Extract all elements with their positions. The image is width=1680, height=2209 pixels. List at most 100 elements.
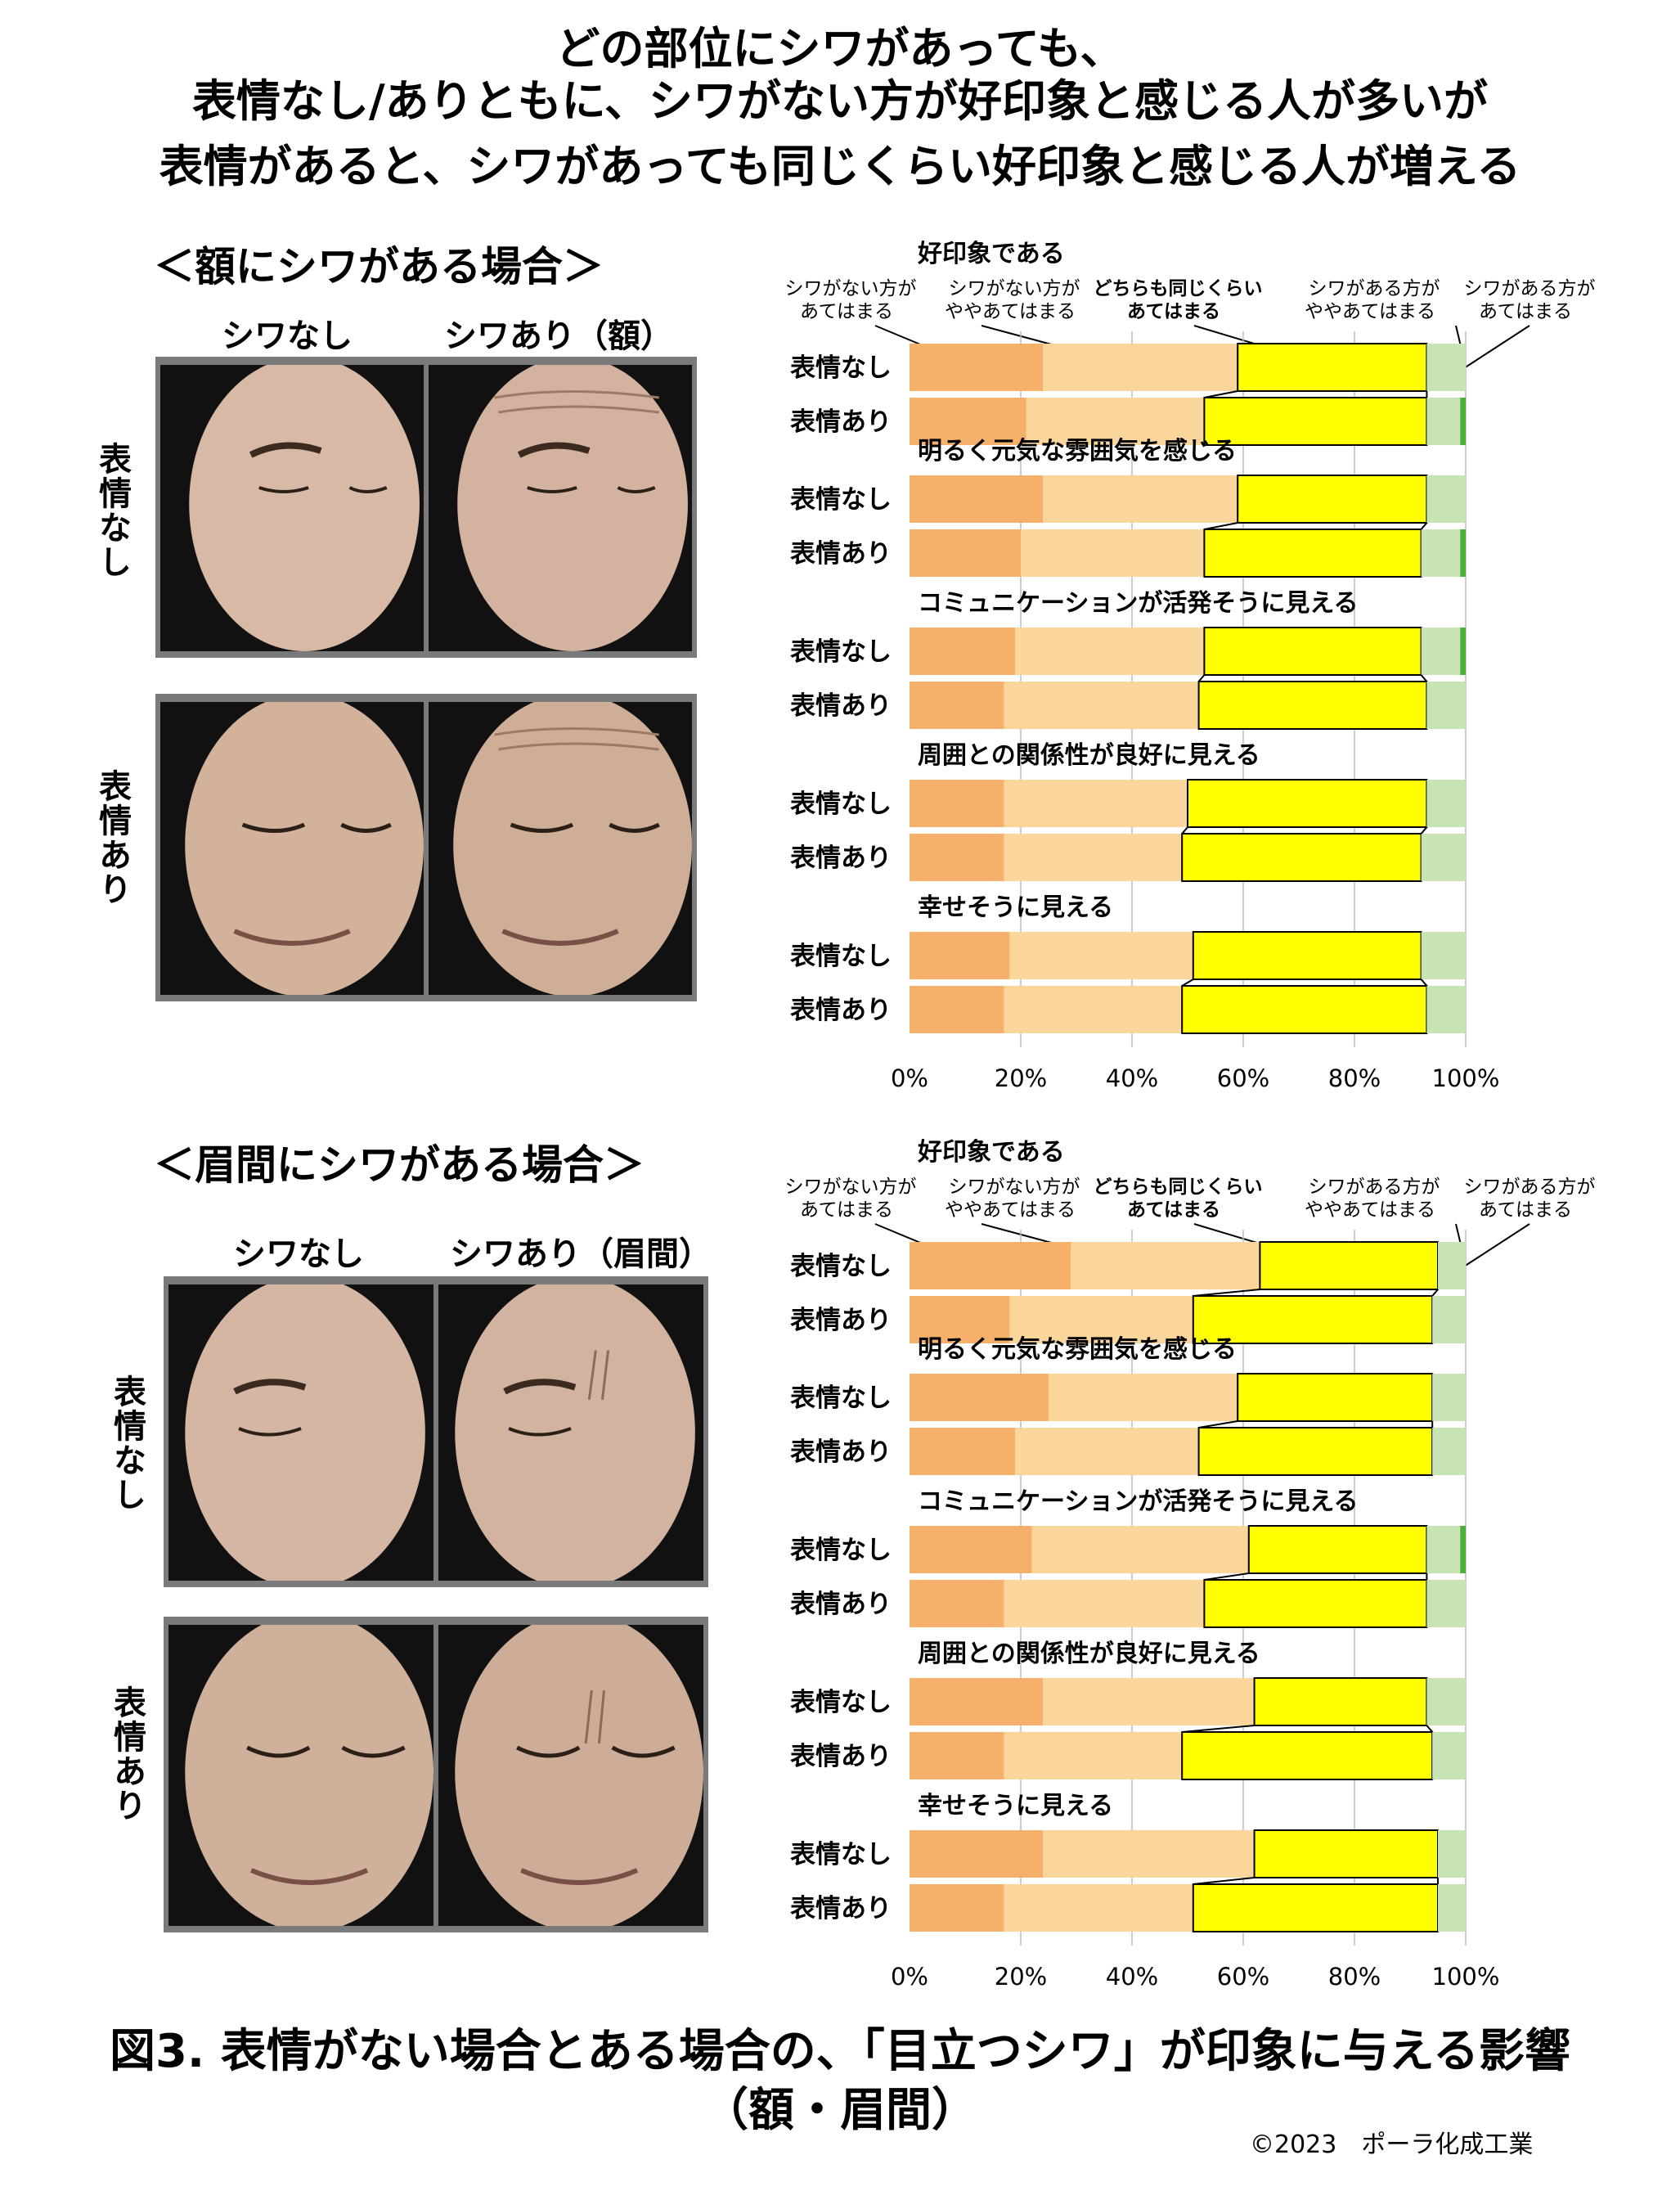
row-label: 表情あり bbox=[790, 1306, 892, 1335]
bar-segment bbox=[1253, 1677, 1428, 1726]
row-label: 表情なし bbox=[790, 1536, 892, 1565]
x-tick-label: 20% bbox=[995, 1963, 1047, 1991]
group-title: 周囲との関係性が良好に見える bbox=[918, 1640, 1260, 1668]
chart-forehead: シワがない方があてはまるシワがない方がややあてはまるどちらも同じくらいあてはまる… bbox=[785, 240, 1596, 1092]
row-label: 表情あり bbox=[790, 1590, 892, 1619]
bar-segment bbox=[1043, 475, 1238, 523]
group-title: コミュニケーションが活発そうに見える bbox=[918, 1487, 1359, 1516]
legend-label: あてはまる bbox=[1479, 301, 1572, 322]
row-label: 表情なし bbox=[790, 790, 892, 819]
connector-line bbox=[1420, 826, 1428, 835]
bar-segment bbox=[1009, 932, 1193, 979]
photo-grid-forehead-expression bbox=[155, 694, 697, 1001]
bar-segment bbox=[1203, 1579, 1428, 1628]
connector-line bbox=[1198, 1420, 1238, 1428]
bar-segment bbox=[1043, 1678, 1255, 1725]
connector-line bbox=[1193, 1289, 1260, 1297]
connector-line bbox=[1431, 1289, 1439, 1297]
x-tick-label: 0% bbox=[891, 1064, 928, 1092]
x-tick-label: 40% bbox=[1106, 1064, 1158, 1092]
bar-segment bbox=[910, 529, 1021, 577]
connector-line bbox=[1193, 1877, 1255, 1885]
legend-label: どちらも同じくらい bbox=[1094, 1176, 1263, 1198]
legend-label: ややあてはまる bbox=[945, 301, 1076, 322]
bar-segment bbox=[1426, 1678, 1466, 1725]
bar-segment bbox=[910, 1884, 1004, 1932]
group-title: 幸せそうに見える bbox=[918, 1792, 1113, 1820]
bar-segment bbox=[910, 1428, 1016, 1475]
bar-segment bbox=[910, 780, 1004, 827]
legend-leader-line bbox=[1463, 1223, 1530, 1267]
connector-line bbox=[1420, 979, 1428, 987]
legend-leader-line bbox=[1463, 325, 1530, 369]
section-forehead-title: ＜額にシワがある場合＞ bbox=[154, 243, 604, 290]
connector-line bbox=[1204, 390, 1238, 398]
x-tick-label: 40% bbox=[1106, 1963, 1158, 1991]
title-line-1: どの部位にシワがあっても、 bbox=[555, 23, 1125, 74]
x-tick-label: 60% bbox=[1217, 1064, 1269, 1092]
row-label: 表情あり bbox=[790, 1894, 892, 1923]
row-label: 表情なし bbox=[790, 1383, 892, 1413]
group-title: コミュニケーションが活発そうに見える bbox=[918, 589, 1359, 618]
bar-segment bbox=[1015, 1428, 1199, 1475]
row-label: 表情あり bbox=[790, 996, 892, 1025]
copyright: ©2023 ポーラ化成工業 bbox=[1250, 2130, 1534, 2159]
bar-segment bbox=[1426, 344, 1466, 391]
bar-segment bbox=[1192, 1883, 1439, 1932]
bar-segment bbox=[1432, 1732, 1466, 1779]
bar-segment bbox=[1421, 932, 1466, 979]
bar-segment bbox=[1197, 1427, 1434, 1476]
bar-segment bbox=[1237, 475, 1428, 524]
row-label: 表情あり bbox=[790, 1742, 892, 1771]
x-tick-label: 100% bbox=[1432, 1064, 1500, 1092]
bar-segment bbox=[1460, 628, 1466, 675]
bar-segment bbox=[910, 628, 1016, 675]
connector-line bbox=[1181, 826, 1188, 835]
face-photo-neutral-smooth-2 bbox=[168, 1284, 433, 1581]
bar-segment bbox=[1203, 627, 1422, 676]
row-label: 表情なし bbox=[790, 1840, 892, 1869]
bar-segment bbox=[910, 344, 1044, 391]
bar-segment bbox=[1421, 628, 1461, 675]
legend-label: シワがない方が bbox=[949, 1176, 1080, 1198]
connector-line bbox=[1204, 522, 1238, 530]
bar-segment bbox=[1203, 529, 1422, 578]
legend-label: シワがある方が bbox=[1464, 278, 1596, 299]
bar-segment bbox=[910, 932, 1010, 979]
x-tick-label: 20% bbox=[995, 1064, 1047, 1092]
bar-segment bbox=[910, 1374, 1049, 1421]
bar-segment bbox=[910, 1678, 1044, 1725]
bar-segment bbox=[910, 1830, 1044, 1878]
legend-label: どちらも同じくらい bbox=[1094, 278, 1263, 299]
legend-label: あてはまる bbox=[1479, 1199, 1572, 1221]
row-label: 表情あり bbox=[790, 691, 892, 721]
bar-segment bbox=[1460, 398, 1466, 445]
bar-segment bbox=[1181, 833, 1422, 882]
row-label: 表情なし bbox=[790, 1252, 892, 1281]
bar-segment bbox=[910, 986, 1004, 1033]
connector-line bbox=[1426, 1725, 1433, 1733]
row-label: 表情なし bbox=[790, 637, 892, 667]
legend-label: ややあてはまる bbox=[1305, 301, 1435, 322]
bar-segment bbox=[1432, 1428, 1466, 1475]
bar-segment bbox=[910, 1526, 1032, 1573]
bar-segment bbox=[910, 682, 1004, 729]
bar-segment bbox=[910, 475, 1044, 523]
photo-label-glabella-wrinkle: シワあり（眉間） bbox=[450, 1235, 712, 1273]
connector-line bbox=[1181, 979, 1194, 987]
group-title: 好印象である bbox=[917, 1138, 1065, 1167]
legend-label: シワがある方が bbox=[1464, 1176, 1596, 1198]
bar-segment bbox=[1460, 1526, 1466, 1573]
bar-segment bbox=[1438, 1830, 1466, 1878]
legend-label: ややあてはまる bbox=[945, 1199, 1076, 1221]
bar-segment bbox=[1253, 1829, 1439, 1878]
connector-line bbox=[1204, 1572, 1249, 1581]
figure-caption: 図3. 表情がない場合とある場合の、「目立つシワ」が印象に与える影響 bbox=[109, 2025, 1571, 2078]
x-tick-label: 60% bbox=[1217, 1963, 1269, 1991]
bar-segment bbox=[1021, 529, 1205, 577]
bar-segment bbox=[1426, 682, 1466, 729]
row-label-no-expression: 表情なし bbox=[93, 442, 131, 579]
bar-segment bbox=[1004, 986, 1183, 1033]
bar-segment bbox=[910, 398, 1026, 445]
bar-segment bbox=[1004, 682, 1199, 729]
